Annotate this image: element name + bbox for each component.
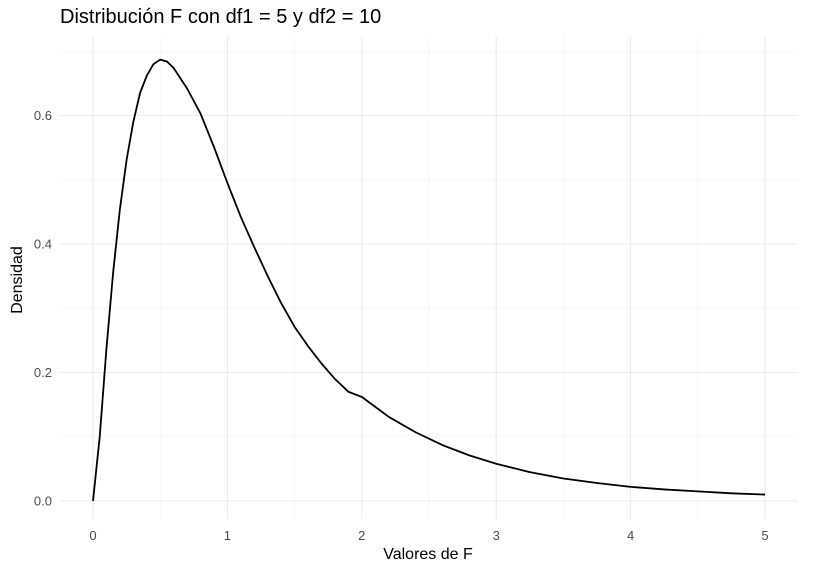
x-tick-label: 0 <box>89 528 96 543</box>
chart-title: Distribución F con df1 = 5 y df2 = 10 <box>60 6 381 28</box>
x-axis-title: Valores de F <box>383 546 473 563</box>
x-tick-label: 5 <box>761 528 768 543</box>
chart-ticks: 0 1 2 3 4 5 0.0 0.2 0.4 0.6 <box>34 108 769 543</box>
density-curve <box>92 58 766 502</box>
x-tick-label: 1 <box>224 528 231 543</box>
chart-grid <box>60 36 798 519</box>
y-tick-label: 0.6 <box>34 108 52 123</box>
x-tick-label: 3 <box>493 528 500 543</box>
x-tick-label: 4 <box>627 528 634 543</box>
y-tick-label: 0.0 <box>34 494 52 509</box>
y-axis-title: Densidad <box>9 246 26 314</box>
x-tick-label: 2 <box>358 528 365 543</box>
y-tick-label: 0.4 <box>34 237 52 252</box>
y-tick-label: 0.2 <box>34 365 52 380</box>
